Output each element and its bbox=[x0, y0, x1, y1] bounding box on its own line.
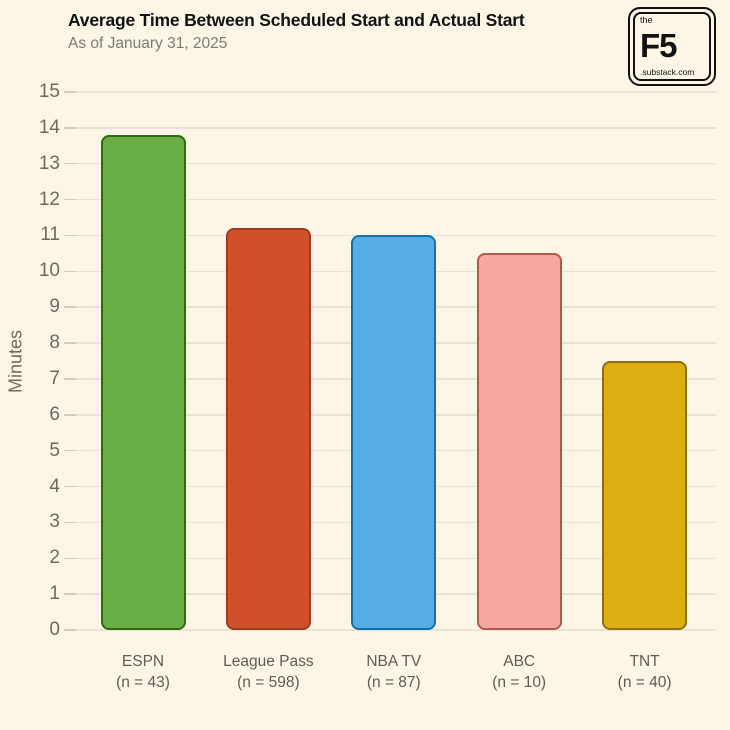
category-sample-size: (n = 598) bbox=[237, 674, 300, 691]
x-axis-label-nba-tv: NBA TV (n = 87) bbox=[324, 651, 464, 693]
y-tick-mark-9 bbox=[64, 306, 76, 308]
y-tick-label-7: 7 bbox=[49, 367, 60, 389]
gridline-12 bbox=[70, 198, 716, 201]
y-tick-label-11: 11 bbox=[40, 224, 60, 246]
y-tick-label-12: 12 bbox=[38, 188, 60, 210]
f5-logo-keycap: the F5 .substack.com bbox=[633, 12, 711, 81]
logo-substack-text: .substack.com bbox=[640, 66, 695, 77]
x-axis-label-tnt: TNT (n = 40) bbox=[575, 651, 715, 693]
category-sample-size: (n = 87) bbox=[366, 674, 421, 691]
category-name: ESPN bbox=[121, 653, 165, 670]
y-tick-mark-8 bbox=[64, 342, 76, 344]
f5-substack-logo: the F5 .substack.com bbox=[628, 7, 716, 86]
y-tick-mark-5 bbox=[64, 449, 76, 452]
y-tick-label-14: 14 bbox=[38, 116, 60, 138]
y-axis-title: Minutes bbox=[5, 329, 26, 394]
y-tick-label-10: 10 bbox=[38, 260, 60, 282]
x-axis-label-league-pass: League Pass (n = 598) bbox=[198, 651, 338, 693]
y-tick-mark-2 bbox=[64, 557, 76, 560]
chart-title: Average Time Between Scheduled Start and… bbox=[68, 10, 525, 30]
category-name: League Pass bbox=[223, 653, 314, 670]
y-tick-label-6: 6 bbox=[49, 403, 60, 425]
y-tick-label-2: 2 bbox=[49, 547, 60, 569]
y-tick-mark-0 bbox=[64, 629, 76, 631]
y-tick-mark-10 bbox=[64, 270, 76, 273]
y-tick-mark-13 bbox=[64, 162, 76, 165]
logo-f5-text: F5 bbox=[640, 27, 678, 65]
category-sample-size: (n = 10) bbox=[492, 674, 547, 691]
gridline-0 bbox=[70, 629, 716, 631]
gridline-13 bbox=[70, 162, 716, 165]
y-tick-mark-6 bbox=[64, 414, 76, 416]
category-name: ABC bbox=[503, 653, 536, 670]
category-name: TNT bbox=[629, 653, 660, 670]
y-tick-mark-11 bbox=[64, 234, 76, 237]
y-tick-mark-4 bbox=[64, 485, 76, 488]
bar-espn bbox=[100, 135, 186, 630]
category-sample-size: (n = 43) bbox=[116, 674, 170, 691]
chart-subtitle: As of January 31, 2025 bbox=[68, 35, 228, 52]
category-name: NBA TV bbox=[366, 653, 422, 670]
x-axis-label-abc: ABC (n = 10) bbox=[449, 651, 589, 693]
y-tick-mark-1 bbox=[64, 593, 76, 595]
y-tick-mark-12 bbox=[64, 198, 76, 201]
bar-league-pass bbox=[225, 228, 311, 630]
y-tick-label-0: 0 bbox=[49, 619, 60, 640]
y-tick-label-3: 3 bbox=[49, 511, 60, 533]
y-tick-label-5: 5 bbox=[49, 439, 60, 461]
bar-abc bbox=[476, 253, 562, 630]
y-tick-mark-3 bbox=[64, 521, 76, 524]
gridline-15 bbox=[70, 91, 716, 93]
y-tick-mark-15 bbox=[64, 91, 76, 93]
bar-tnt bbox=[602, 361, 688, 630]
x-axis-label-espn: ESPN (n = 43) bbox=[73, 651, 213, 693]
y-tick-label-4: 4 bbox=[49, 475, 60, 497]
y-tick-label-13: 13 bbox=[38, 152, 60, 174]
y-tick-label-1: 1 bbox=[49, 583, 60, 605]
y-tick-mark-7 bbox=[64, 378, 76, 380]
y-tick-label-8: 8 bbox=[49, 332, 60, 354]
y-tick-mark-14 bbox=[64, 127, 76, 129]
bar-nba-tv bbox=[351, 235, 437, 630]
logo-the-text: the bbox=[640, 15, 653, 25]
y-tick-label-15: 15 bbox=[38, 81, 60, 102]
y-tick-label-9: 9 bbox=[49, 296, 60, 318]
gridline-14 bbox=[70, 127, 716, 129]
category-sample-size: (n = 40) bbox=[617, 674, 672, 691]
